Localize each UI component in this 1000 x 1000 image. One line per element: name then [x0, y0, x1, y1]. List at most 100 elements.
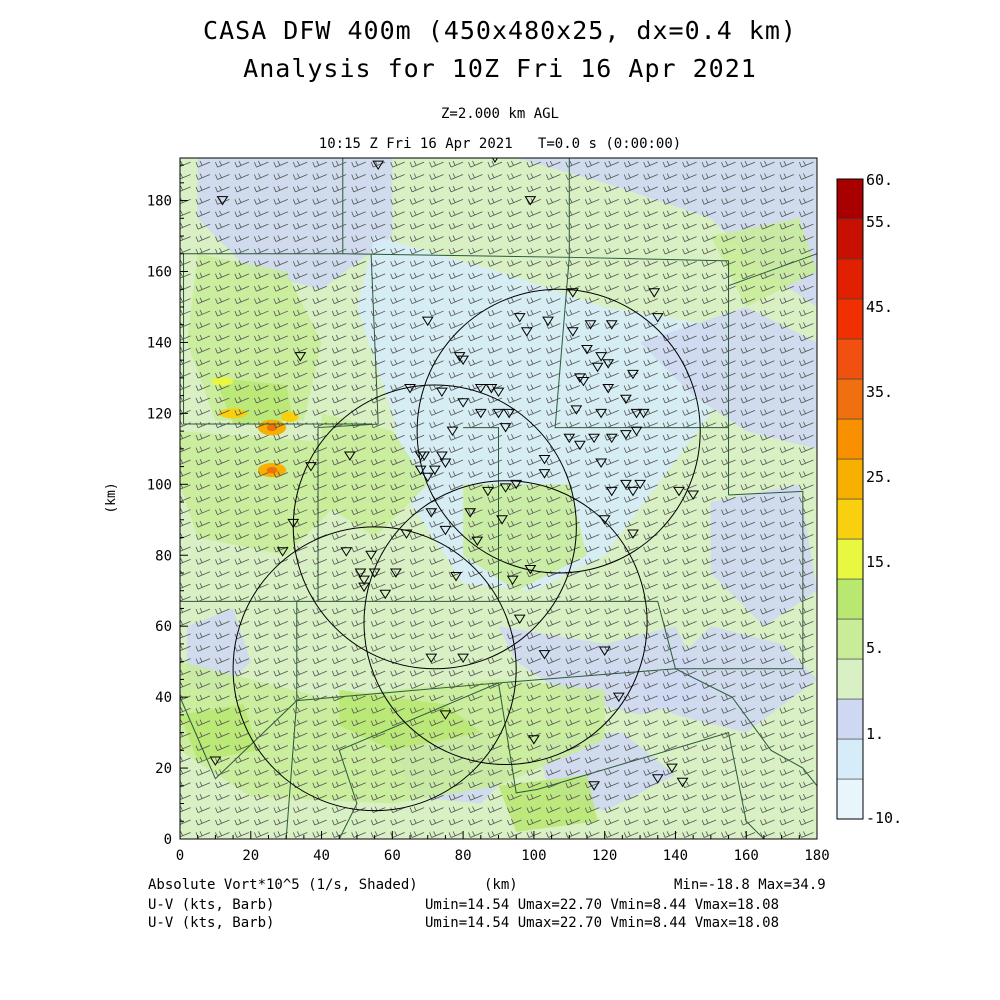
wind-barb	[721, 632, 736, 640]
wind-barb	[409, 657, 425, 665]
wind-barb	[545, 198, 561, 205]
station-marker	[343, 451, 356, 461]
wind-barb	[331, 595, 347, 602]
wind-barb	[292, 769, 308, 776]
wind-barb	[180, 222, 191, 229]
wind-barb	[760, 384, 775, 391]
wind-barb	[662, 198, 678, 205]
wind-barb	[409, 595, 425, 602]
wind-barb	[180, 434, 191, 441]
wind-barb	[545, 806, 561, 813]
wind-barb	[779, 794, 795, 801]
wind-barb	[623, 657, 639, 665]
wind-barb	[273, 818, 289, 826]
wind-barb	[312, 260, 327, 267]
wind-barb	[292, 831, 308, 838]
wind-barb	[507, 247, 522, 255]
wind-barb	[701, 285, 717, 292]
wind-barb	[487, 520, 503, 528]
y-tick-label: 60	[155, 619, 172, 635]
wind-barb	[545, 744, 561, 751]
wind-barb	[662, 707, 678, 714]
wind-barb	[643, 384, 658, 391]
county-boundary	[498, 682, 765, 839]
wind-barb	[351, 533, 366, 540]
wind-barb	[331, 806, 347, 813]
wind-barb	[292, 322, 308, 329]
wind-barb	[682, 806, 697, 813]
wind-barb	[604, 185, 619, 193]
wind-barb	[180, 794, 191, 801]
station-marker	[584, 320, 597, 330]
wind-barb	[370, 371, 386, 379]
wind-barb	[487, 545, 503, 553]
wind-barb	[740, 570, 756, 578]
wind-barb	[390, 371, 405, 379]
wind-barb	[195, 185, 211, 193]
wind-barb	[273, 322, 289, 329]
low-vorticity-area	[710, 484, 817, 627]
wind-barb	[215, 496, 230, 503]
wind-barb	[682, 396, 697, 404]
wind-barb	[215, 334, 230, 342]
wind-barb	[273, 632, 289, 640]
wind-barb	[584, 582, 600, 590]
wind-barb	[273, 347, 289, 354]
wind-barb	[507, 756, 522, 764]
wind-barb	[507, 520, 522, 528]
wind-barb	[721, 645, 736, 652]
wind-barb	[662, 210, 678, 218]
wind-barb	[701, 235, 717, 242]
wind-barb	[448, 582, 464, 590]
wind-barb	[662, 272, 678, 280]
wind-barb	[180, 371, 191, 378]
wind-barb	[448, 620, 464, 627]
wind-barb	[215, 831, 230, 838]
wind-barb	[507, 210, 522, 218]
wind-barb	[740, 607, 756, 615]
wind-barb	[526, 409, 542, 416]
wind-barb	[254, 235, 269, 242]
wind-barb	[565, 831, 580, 838]
wind-barb	[643, 520, 658, 528]
wind-barb	[545, 322, 561, 329]
wind-barb	[662, 657, 678, 665]
wind-barb	[234, 831, 250, 838]
wind-barb	[584, 719, 600, 727]
wind-barb	[409, 160, 425, 168]
wind-barb	[370, 160, 386, 168]
colorbar-swatch	[836, 298, 864, 340]
wind-barb	[487, 694, 503, 702]
station-marker	[209, 756, 222, 766]
wind-barb	[643, 682, 658, 689]
wind-barb	[721, 545, 736, 553]
wind-barb	[760, 347, 775, 354]
wind-barb	[565, 508, 580, 516]
wind-barb	[215, 396, 230, 404]
wind-barb	[448, 756, 464, 764]
wind-barb	[390, 620, 405, 627]
wind-barb	[701, 719, 717, 727]
wind-barb	[721, 198, 736, 205]
wind-barb	[565, 384, 580, 391]
wind-barb	[234, 409, 250, 416]
wind-barb	[740, 818, 756, 826]
wind-barb	[254, 359, 269, 367]
wind-barb	[604, 769, 619, 776]
wind-barb	[799, 434, 814, 441]
wind-barb	[682, 434, 697, 441]
wind-barb	[195, 781, 211, 789]
wind-barb	[760, 818, 775, 826]
wind-barb	[254, 309, 269, 317]
wind-barb	[623, 496, 639, 503]
wind-barb	[760, 806, 775, 813]
wind-barb	[545, 818, 561, 826]
wind-barb	[195, 806, 211, 813]
wind-barb	[799, 669, 814, 677]
wind-barb	[623, 421, 639, 429]
wind-barb	[429, 247, 444, 255]
station-marker	[577, 376, 590, 387]
wind-barb	[390, 309, 405, 317]
wind-barb	[312, 632, 327, 640]
wind-barb	[740, 371, 756, 379]
